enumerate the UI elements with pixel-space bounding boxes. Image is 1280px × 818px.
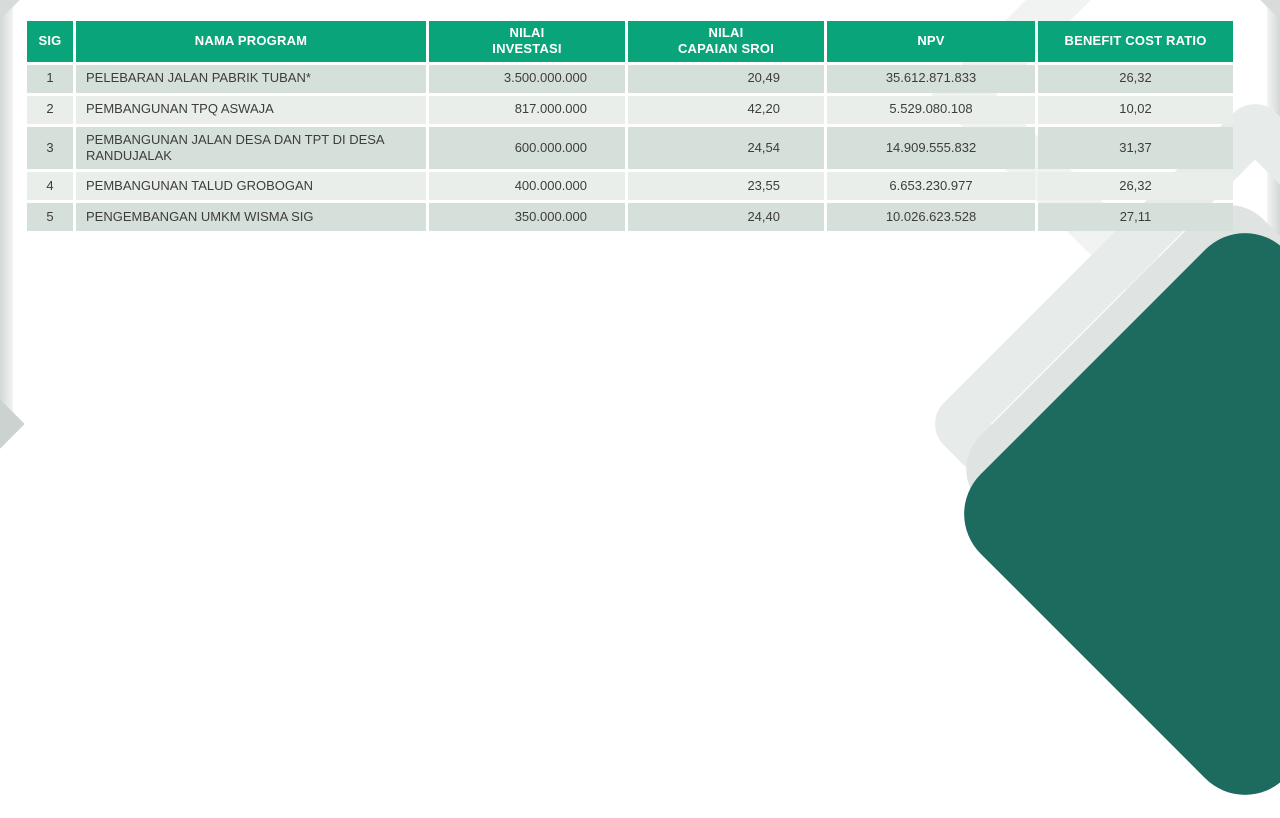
cell-npv: 35.612.871.833 [827,64,1035,93]
cell-npv: 6.653.230.977 [827,172,1035,200]
column-header-nilai-investasi: NILAI INVESTASI [429,21,625,62]
cell-nilai-investasi: 817.000.000 [429,95,625,124]
cell-benefit-cost-ratio: 26,32 [1038,172,1233,200]
program-table-container: SIG NAMA PROGRAM NILAI INVESTASI NILAI C… [24,18,1236,234]
cell-nilai-capaian-sroi: 24,40 [628,203,824,231]
cell-sig: 1 [27,64,73,93]
cell-nilai-capaian-sroi: 24,54 [628,126,824,169]
cell-npv: 14.909.555.832 [827,126,1035,169]
table-header-row: SIG NAMA PROGRAM NILAI INVESTASI NILAI C… [27,21,1233,62]
column-header-sig: SIG [27,21,73,62]
table-row: 3 PEMBANGUNAN JALAN DESA DAN TPT DI DESA… [27,126,1233,169]
column-header-npv: NPV [827,21,1035,62]
cell-sig: 3 [27,126,73,169]
cell-sig: 4 [27,172,73,200]
cell-nama-program: PELEBARAN JALAN PABRIK TUBAN* [76,64,426,93]
cell-nama-program: PENGEMBANGAN UMKM WISMA SIG [76,203,426,231]
cell-benefit-cost-ratio: 27,11 [1038,203,1233,231]
column-header-benefit-cost-ratio: BENEFIT COST RATIO [1038,21,1233,62]
cell-nilai-investasi: 600.000.000 [429,126,625,169]
cell-sig: 5 [27,203,73,231]
table-row: 1 PELEBARAN JALAN PABRIK TUBAN* 3.500.00… [27,64,1233,93]
cell-benefit-cost-ratio: 26,32 [1038,64,1233,93]
cell-nilai-capaian-sroi: 23,55 [628,172,824,200]
cell-nama-program: PEMBANGUNAN TALUD GROBOGAN [76,172,426,200]
cell-nilai-investasi: 3.500.000.000 [429,64,625,93]
cell-benefit-cost-ratio: 10,02 [1038,95,1233,124]
table-row: 2 PEMBANGUNAN TPQ ASWAJA 817.000.000 42,… [27,95,1233,124]
cell-nilai-capaian-sroi: 42,20 [628,95,824,124]
cell-nilai-capaian-sroi: 20,49 [628,64,824,93]
column-header-nilai-capaian-sroi: NILAI CAPAIAN SROI [628,21,824,62]
cell-npv: 5.529.080.108 [827,95,1035,124]
column-header-nama-program: NAMA PROGRAM [76,21,426,62]
cell-sig: 2 [27,95,73,124]
cell-npv: 10.026.623.528 [827,203,1035,231]
slide-edge-left [0,0,13,419]
table-row: 4 PEMBANGUNAN TALUD GROBOGAN 400.000.000… [27,172,1233,200]
cell-nama-program: PEMBANGUNAN TPQ ASWAJA [76,95,426,124]
cell-nilai-investasi: 400.000.000 [429,172,625,200]
cell-benefit-cost-ratio: 31,37 [1038,126,1233,169]
program-table: SIG NAMA PROGRAM NILAI INVESTASI NILAI C… [24,18,1236,234]
cell-nilai-investasi: 350.000.000 [429,203,625,231]
cell-nama-program: PEMBANGUNAN JALAN DESA DAN TPT DI DESA R… [76,126,426,169]
table-row: 5 PENGEMBANGAN UMKM WISMA SIG 350.000.00… [27,203,1233,231]
